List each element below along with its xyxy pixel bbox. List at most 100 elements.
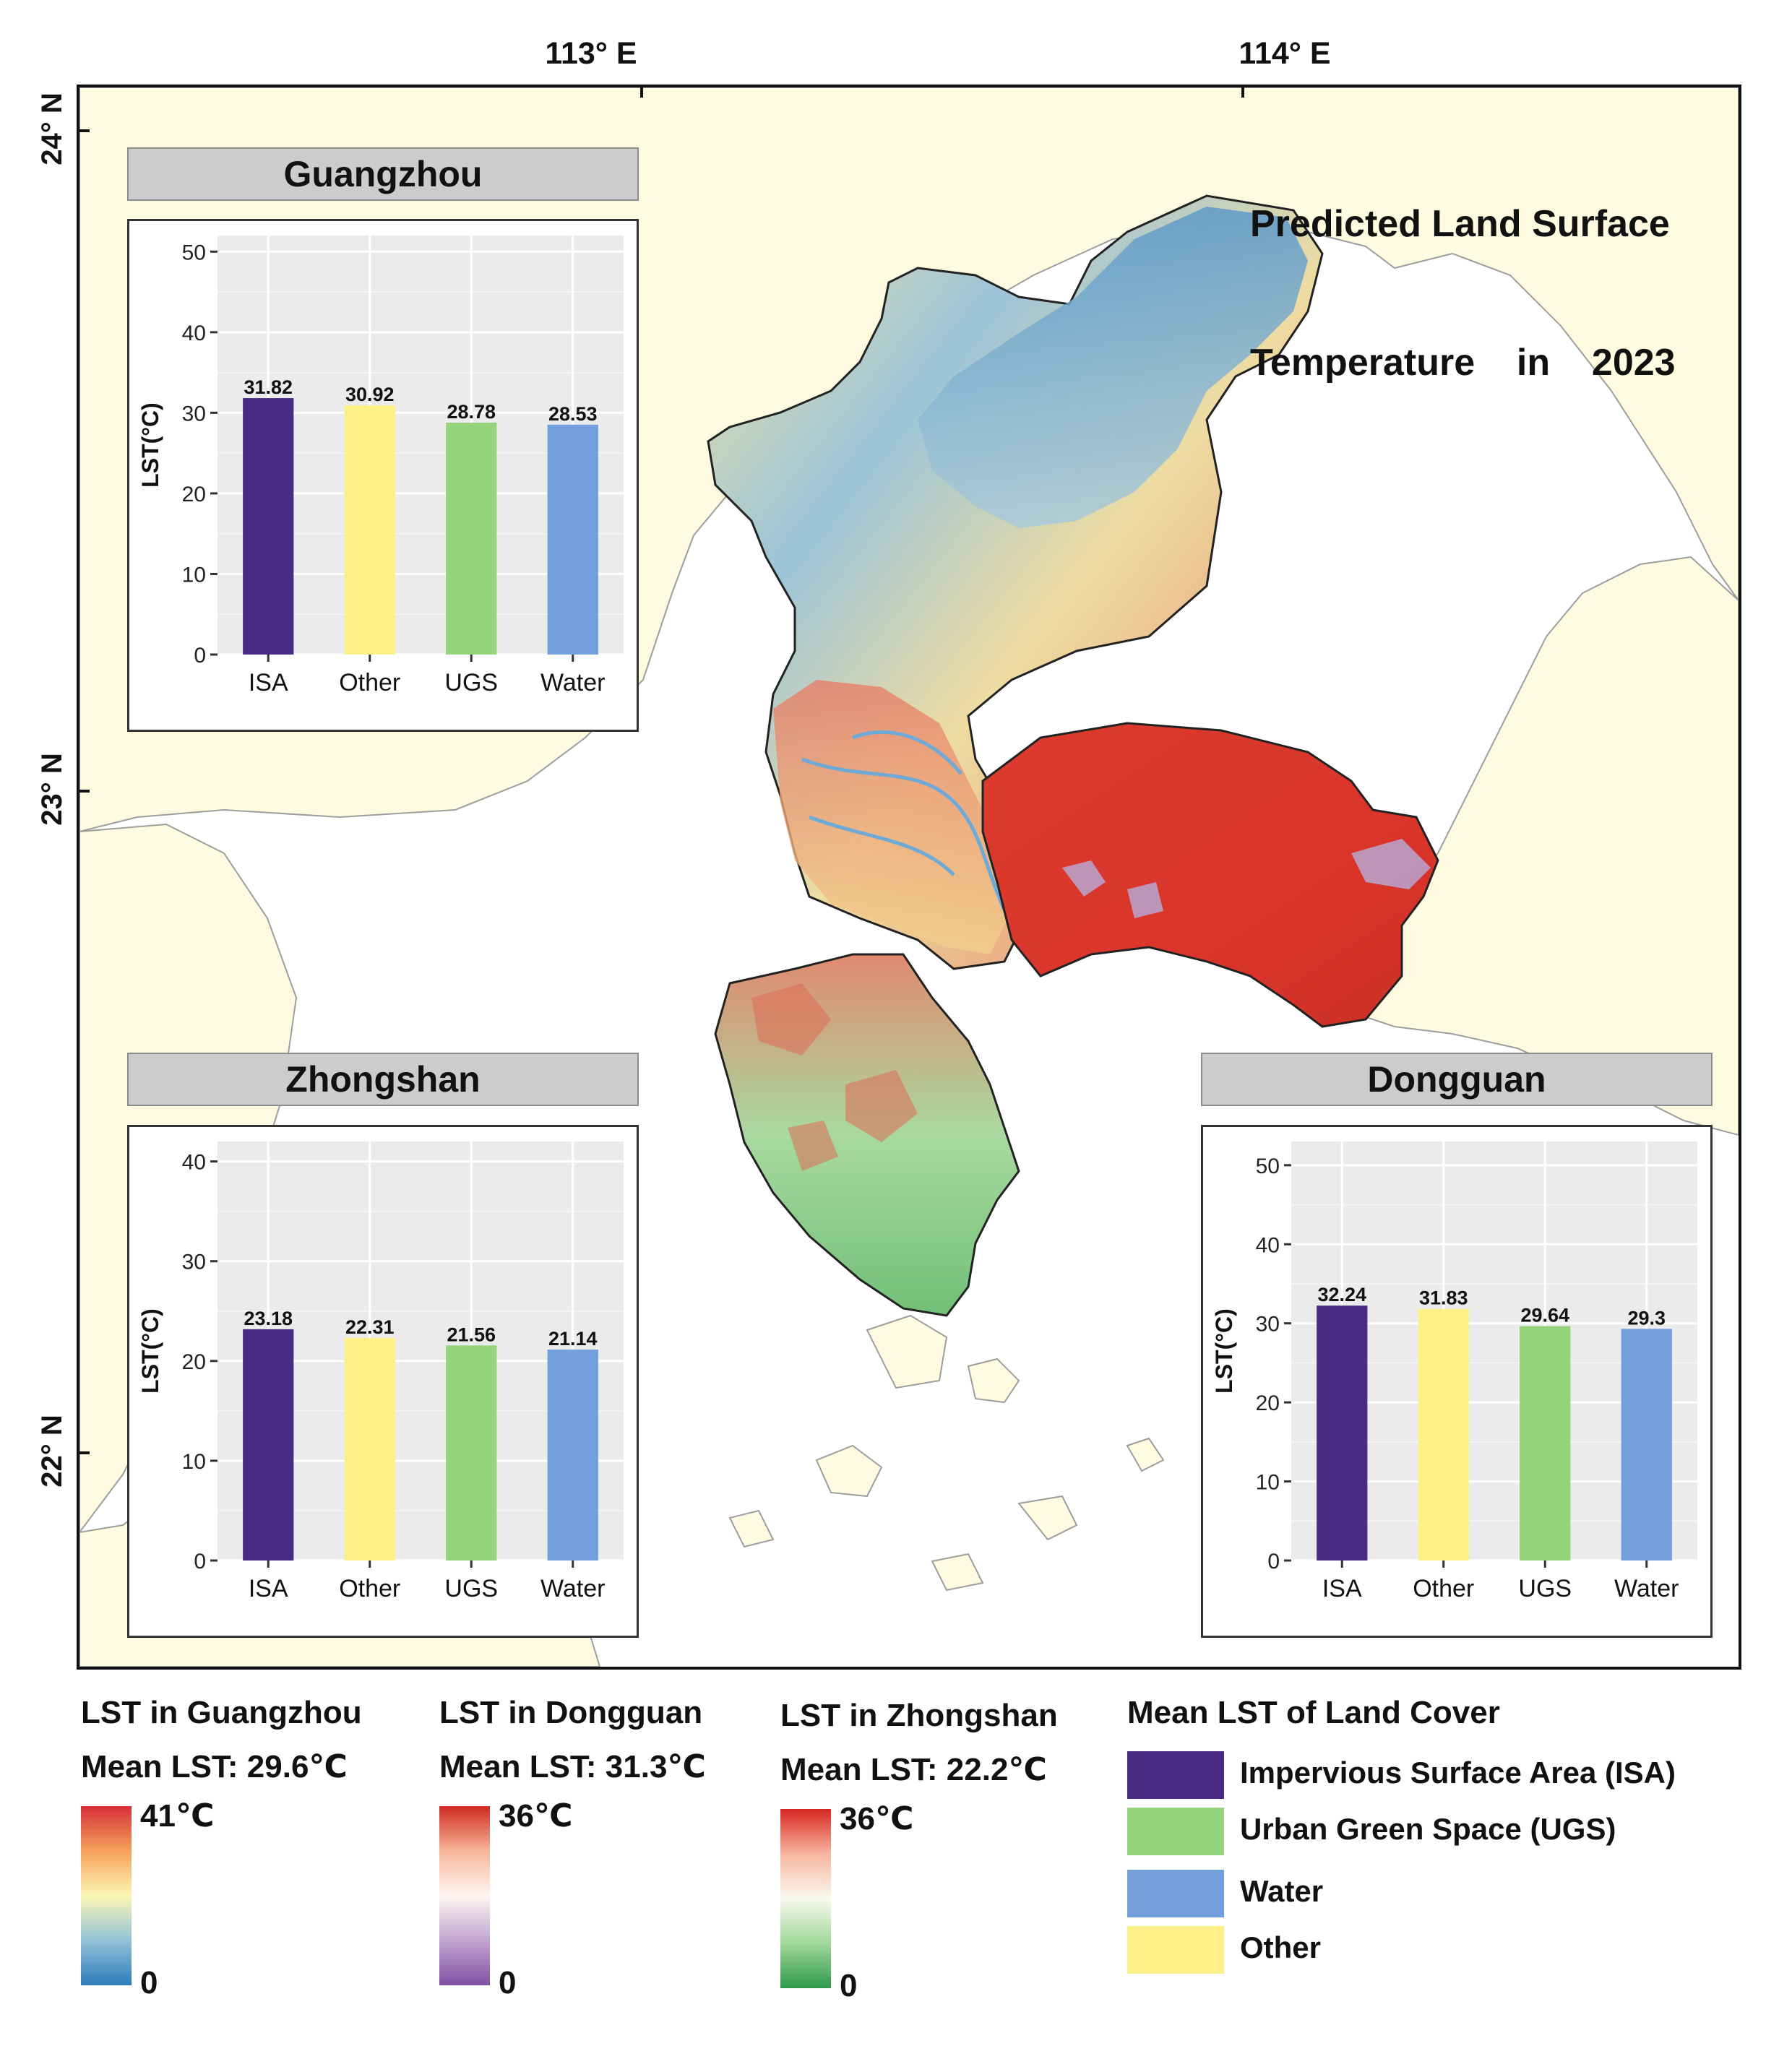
guangzhou-north-cool [918, 207, 1308, 528]
x-tick-label: Other [1413, 1575, 1474, 1602]
lat-label-23: 23° N [35, 753, 68, 826]
bar-value-label: 23.18 [244, 1308, 293, 1329]
legend-swatch-ugs [1127, 1808, 1224, 1855]
legend-swatch-water [1127, 1870, 1224, 1917]
region-dongguan [981, 722, 1439, 1028]
y-tick-label: 0 [194, 1550, 206, 1574]
x-tick-label: ISA [249, 669, 288, 696]
legend-label-other: Other [1240, 1930, 1322, 1964]
dongguan-strip: Dongguan [1201, 1053, 1713, 1106]
zhongshan-chart-box: 0 10 20 30 40 23.18 ISA 22.31 Other 21.56 UGS 21.14… [127, 1125, 639, 1638]
bar-ugs [1520, 1326, 1571, 1561]
legend-zhongshan-mean: Mean LST: 22.2℃ [780, 1752, 1047, 1787]
bar-other [1418, 1308, 1469, 1561]
lat-label-22: 22° N [35, 1415, 68, 1488]
lat-label-24: 24° N [35, 92, 68, 165]
legend-guangzhou-ramp [81, 1806, 132, 1985]
bar-value-label: 29.64 [1520, 1305, 1569, 1326]
legend-dongguan-mean: Mean LST: 31.3℃ [439, 1749, 706, 1784]
legend-label-ugs: Urban Green Space (UGS) [1240, 1812, 1616, 1846]
bar-other [344, 1337, 395, 1561]
x-tick-label: UGS [1518, 1575, 1572, 1602]
y-axis-label: LST(°C) [137, 1308, 163, 1394]
y-axis-label: LST(°C) [1211, 1308, 1237, 1394]
bar-value-label: 21.14 [548, 1328, 598, 1350]
lon-label-113: 113° E [545, 36, 637, 71]
guangzhou-bar-chart: 0 10 20 30 40 50 31.82 ISA 30.92 Other 28.78 UGS 28.… [137, 236, 624, 696]
x-tick-label: UGS [444, 669, 498, 696]
zhongshan-warm-patches [751, 983, 918, 1171]
y-tick-label: 50 [1256, 1154, 1280, 1178]
legend-zhongshan-ramp [780, 1809, 831, 1988]
legend-zhongshan-title: LST in Zhongshan [780, 1698, 1058, 1733]
rivers [801, 730, 1014, 927]
bar-ugs [446, 422, 497, 655]
guangzhou-chart-box: 0 10 20 30 40 50 31.82 ISA 30.92 Other 28.78 UGS 28.… [127, 219, 639, 732]
legend-swatch-other [1127, 1926, 1224, 1974]
y-tick-label: 10 [1256, 1471, 1280, 1495]
legend-label-water: Water [1240, 1874, 1324, 1908]
y-tick-label: 40 [182, 1151, 206, 1175]
y-tick-label: 40 [182, 321, 206, 345]
bar-ugs [446, 1345, 497, 1561]
zhongshan-bar-chart: 0 10 20 30 40 23.18 ISA 22.31 Other 21.56 UGS 21.14… [137, 1141, 624, 1602]
y-tick-label: 20 [1256, 1391, 1280, 1415]
bar-value-label: 28.78 [447, 401, 496, 423]
lon-label-114: 114° E [1239, 36, 1331, 71]
bar-water [1621, 1329, 1672, 1561]
bar-isa [243, 398, 294, 655]
y-tick-label: 10 [182, 563, 206, 587]
legend-landcover-title: Mean LST of Land Cover [1127, 1695, 1500, 1730]
x-tick-label: ISA [1322, 1575, 1362, 1602]
x-tick-label: ISA [249, 1575, 288, 1602]
bar-water [547, 424, 598, 655]
legend-zhongshan-max: 36℃ [840, 1801, 914, 1836]
y-tick-label: 0 [194, 644, 206, 668]
y-tick-label: 10 [182, 1450, 206, 1474]
y-tick-label: 0 [1267, 1550, 1280, 1574]
x-tick-label: Water [540, 1575, 605, 1602]
bar-value-label: 32.24 [1317, 1284, 1366, 1305]
bar-value-label: 28.53 [548, 403, 598, 425]
bar-value-label: 31.83 [1419, 1287, 1468, 1309]
zhongshan-strip: Zhongshan [127, 1053, 639, 1106]
bar-value-label: 21.56 [447, 1324, 496, 1345]
map-title-line2: Temperature in 2023 [1250, 342, 1676, 384]
bar-isa [243, 1329, 294, 1561]
x-tick-label: Other [339, 669, 400, 696]
bar-value-label: 29.3 [1627, 1307, 1666, 1329]
legend-dongguan-title: LST in Dongguan [439, 1695, 703, 1730]
guangzhou-strip: Guangzhou [127, 147, 639, 201]
bar-value-label: 22.31 [345, 1316, 395, 1338]
y-tick-label: 30 [182, 1251, 206, 1274]
x-tick-label: Water [1614, 1575, 1679, 1602]
dongguan-bar-chart: 0 10 20 30 40 50 32.24 ISA 31.83 Other 29.64 UGS 29.… [1211, 1141, 1697, 1602]
legend-dongguan-ramp [439, 1806, 490, 1985]
legend-dongguan-min: 0 [499, 1965, 517, 2000]
x-tick-label: UGS [444, 1575, 498, 1602]
y-tick-label: 30 [1256, 1313, 1280, 1337]
legend-swatch-isa [1127, 1751, 1224, 1799]
graticule-ticks [79, 87, 1244, 1454]
y-tick-label: 20 [182, 483, 206, 506]
y-tick-label: 40 [1256, 1233, 1280, 1257]
y-tick-label: 20 [182, 1350, 206, 1374]
islands [728, 1314, 1165, 1592]
bar-value-label: 31.82 [244, 376, 293, 398]
dongguan-cool-patches [1062, 839, 1431, 918]
legend-guangzhou-mean: Mean LST: 29.6℃ [81, 1749, 348, 1784]
legend-zhongshan-min: 0 [840, 1968, 858, 2003]
legend-label-isa: Impervious Surface Area (ISA) [1240, 1756, 1676, 1790]
y-tick-label: 30 [182, 402, 206, 426]
legend-dongguan-max: 36℃ [499, 1798, 573, 1834]
dongguan-chart-box: 0 10 20 30 40 50 32.24 ISA 31.83 Other 29.64 UGS 29.… [1201, 1125, 1713, 1638]
bar-value-label: 30.92 [345, 384, 395, 405]
y-tick-label: 50 [182, 241, 206, 264]
legend-guangzhou-max: 41℃ [140, 1798, 215, 1834]
y-axis-label: LST(°C) [137, 402, 163, 488]
x-tick-label: Water [540, 669, 605, 696]
bar-isa [1317, 1305, 1368, 1561]
map-title: Predicted Land Surface Temperature in 20… [1250, 108, 1676, 432]
guangzhou-south-warm [773, 680, 1012, 954]
bar-other [344, 405, 395, 655]
